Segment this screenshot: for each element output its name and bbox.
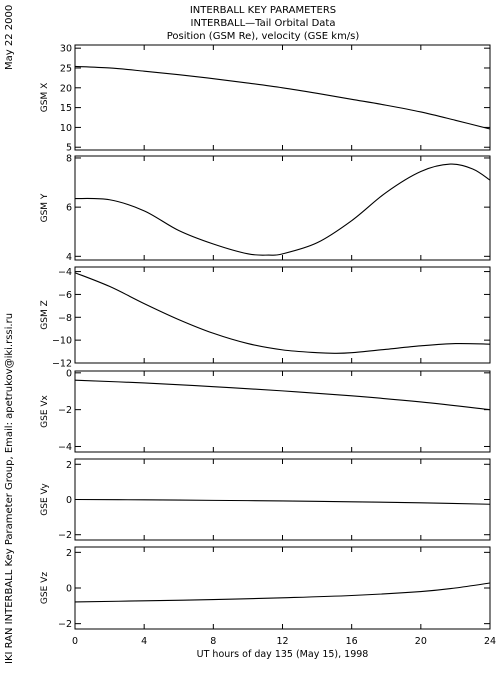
x-tick-label: 24 xyxy=(484,636,496,647)
y-tick-label: −6 xyxy=(58,290,72,301)
y-tick-label: 30 xyxy=(60,44,72,55)
y-tick-label: 2 xyxy=(66,548,72,559)
credit-line: IKI RAN INTERBALL Key Parameter Group, E… xyxy=(4,313,15,664)
chart-title-line-3: Position (GSM Re), velocity (GSE km/s) xyxy=(167,31,360,42)
y-axis-label-gse-vy: GSE Vy xyxy=(40,483,50,516)
x-tick-label: 8 xyxy=(210,636,216,647)
y-tick-label: −10 xyxy=(52,336,72,347)
x-tick-label: 16 xyxy=(346,636,358,647)
chart-header: INTERBALL KEY PARAMETERS INTERBALL—Tail … xyxy=(4,5,359,664)
panel-gsm-y: 4 6 8 GSM Y xyxy=(40,153,491,263)
series-line-gse-vz xyxy=(74,582,491,603)
panel-frame xyxy=(74,266,491,364)
x-tick-label: 0 xyxy=(72,636,78,647)
y-axis-label-gsm-z: GSM Z xyxy=(40,300,50,329)
y-tick-label: 6 xyxy=(66,203,72,214)
x-tick-label: 20 xyxy=(415,636,427,647)
series-line-gsm-y xyxy=(74,163,491,256)
y-tick-label: 0 xyxy=(66,495,72,506)
y-tick-label: 20 xyxy=(60,83,72,94)
series-line-gsm-z xyxy=(74,272,491,354)
x-axis: 0 4 8 12 16 20 24 UT hours of day 135 (May 15),… xyxy=(72,636,496,660)
x-axis-label: UT hours of day 135 (May 15), 1998 xyxy=(197,649,369,660)
panel-frame xyxy=(74,44,491,151)
y-tick-label: −4 xyxy=(58,267,72,278)
y-tick-label: −2 xyxy=(58,405,72,416)
panel-gse-vy: 2 0 −2 GSE Vy xyxy=(40,458,491,541)
x-tick-label: 12 xyxy=(276,636,288,647)
panel-frame xyxy=(74,546,491,630)
date-stamp: May 22 2000 xyxy=(4,5,15,70)
panel-gse-vz: 2 0 −2 GSE Vz xyxy=(40,546,491,630)
y-tick-label: 10 xyxy=(60,123,72,134)
y-axis-label-gse-vz: GSE Vz xyxy=(40,572,50,604)
series-line-gsm-x xyxy=(74,65,491,130)
y-tick-label: 25 xyxy=(60,63,72,74)
series-line-gse-vx xyxy=(74,379,491,411)
y-tick-label: 8 xyxy=(66,153,72,164)
chart-title-line-2: INTERBALL—Tail Orbital Data xyxy=(191,18,336,29)
series-line-gse-vy xyxy=(74,498,491,505)
y-axis-label-gse-vx: GSE Vx xyxy=(40,394,50,427)
y-axis-label-gsm-x: GSM X xyxy=(40,83,50,112)
chart-title-line-1: INTERBALL KEY PARAMETERS xyxy=(190,5,336,16)
y-tick-label: 15 xyxy=(60,103,72,114)
y-tick-label: 4 xyxy=(66,252,72,263)
y-tick-label: 2 xyxy=(66,460,72,471)
panel-gsm-z: −4 −6 −8 −10 −12 GSM Z xyxy=(40,266,491,370)
y-tick-label: −2 xyxy=(58,619,72,630)
y-tick-label: 0 xyxy=(66,584,72,595)
y-tick-label: −2 xyxy=(58,530,72,541)
y-tick-label: −4 xyxy=(58,442,72,453)
y-tick-label: −8 xyxy=(58,313,72,324)
x-tick-label: 4 xyxy=(141,636,147,647)
y-axis-label-gsm-y: GSM Y xyxy=(40,193,50,222)
y-tick-label: −12 xyxy=(52,359,72,370)
panel-gse-vx: 0 −2 −4 GSE Vx xyxy=(40,368,491,453)
y-tick-label: 5 xyxy=(66,143,72,154)
panel-gsm-x: 5 10 15 20 25 30 GSM X xyxy=(40,44,491,154)
y-tick-label: 0 xyxy=(66,368,72,379)
